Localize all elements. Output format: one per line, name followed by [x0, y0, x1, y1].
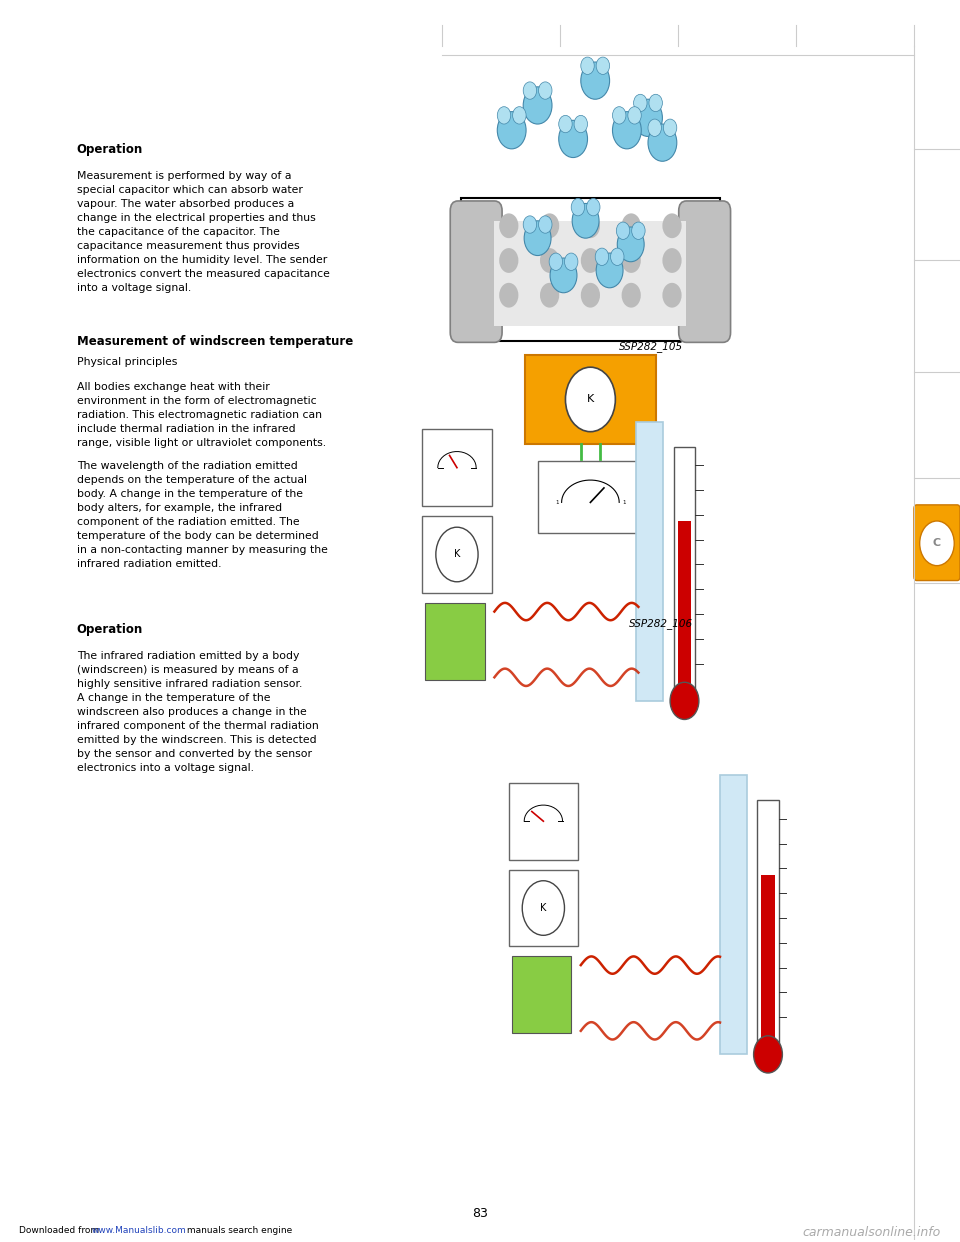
Bar	[757, 800, 779, 1054]
Circle shape	[540, 283, 559, 308]
Circle shape	[550, 258, 577, 293]
Circle shape	[571, 199, 585, 216]
Circle shape	[663, 119, 677, 137]
Circle shape	[621, 248, 641, 273]
Bar	[720, 775, 747, 1054]
Circle shape	[499, 283, 518, 308]
Circle shape	[523, 87, 552, 124]
Circle shape	[524, 221, 551, 256]
Circle shape	[634, 99, 662, 137]
Circle shape	[920, 520, 954, 565]
Text: K: K	[454, 549, 460, 559]
Circle shape	[662, 283, 682, 308]
Circle shape	[612, 112, 641, 149]
Bar	[512, 956, 571, 1033]
Circle shape	[523, 82, 537, 99]
Circle shape	[596, 253, 623, 288]
Bar	[461, 199, 720, 342]
Circle shape	[581, 248, 600, 273]
Circle shape	[648, 124, 677, 161]
Circle shape	[559, 116, 572, 133]
Circle shape	[581, 214, 600, 238]
Circle shape	[549, 253, 563, 271]
Text: Physical principles: Physical principles	[77, 358, 178, 368]
Bar	[425, 602, 485, 679]
FancyBboxPatch shape	[914, 505, 960, 580]
Circle shape	[522, 881, 564, 935]
Circle shape	[587, 199, 600, 216]
Text: Measurement of windscreen temperature: Measurement of windscreen temperature	[77, 335, 353, 348]
Circle shape	[612, 107, 626, 124]
Text: Operation: Operation	[77, 622, 143, 636]
Circle shape	[581, 62, 610, 99]
Circle shape	[523, 216, 537, 233]
Circle shape	[649, 94, 662, 112]
Text: 1: 1	[622, 499, 626, 505]
Circle shape	[621, 283, 641, 308]
Circle shape	[540, 248, 559, 273]
Circle shape	[634, 94, 647, 112]
Text: Downloaded from: Downloaded from	[19, 1226, 102, 1235]
Bar	[674, 447, 695, 700]
Text: www.Manualslib.com: www.Manualslib.com	[91, 1226, 186, 1235]
Text: SSP282_105: SSP282_105	[619, 342, 684, 351]
Circle shape	[572, 204, 599, 238]
Text: All bodies exchange heat with their
environment in the form of electromagnetic
r: All bodies exchange heat with their envi…	[77, 383, 326, 448]
Circle shape	[617, 227, 644, 262]
Circle shape	[497, 107, 511, 124]
Text: 83: 83	[472, 1207, 488, 1220]
Circle shape	[559, 120, 588, 158]
Bar	[422, 515, 492, 592]
Text: The infrared radiation emitted by a body
(windscreen) is measured by means of a
: The infrared radiation emitted by a body…	[77, 651, 319, 774]
Circle shape	[436, 527, 478, 581]
Circle shape	[611, 248, 624, 266]
Text: Operation: Operation	[77, 143, 143, 155]
Circle shape	[670, 682, 699, 719]
Circle shape	[628, 107, 641, 124]
Bar	[422, 430, 492, 505]
Circle shape	[754, 1036, 782, 1073]
Circle shape	[539, 82, 552, 99]
Circle shape	[581, 283, 600, 308]
Text: K: K	[587, 395, 594, 405]
Circle shape	[540, 214, 559, 238]
Circle shape	[616, 222, 630, 240]
Text: C: C	[933, 538, 941, 548]
Text: carmanualsonline.info: carmanualsonline.info	[803, 1226, 941, 1238]
Circle shape	[662, 248, 682, 273]
Text: 1: 1	[555, 499, 559, 505]
Text: Measurement is performed by way of a
special capacitor which can absorb water
va: Measurement is performed by way of a spe…	[77, 171, 329, 293]
Circle shape	[632, 222, 645, 240]
FancyBboxPatch shape	[679, 201, 731, 343]
Circle shape	[574, 116, 588, 133]
Text: K: K	[540, 903, 546, 913]
Bar	[761, 874, 775, 1054]
Circle shape	[513, 107, 526, 124]
Circle shape	[648, 119, 661, 137]
Text: manuals search engine: manuals search engine	[184, 1226, 293, 1235]
Circle shape	[539, 216, 552, 233]
Text: SSP282_106: SSP282_106	[629, 617, 693, 628]
Bar	[509, 869, 578, 946]
Text: The wavelength of the radiation emitted
depends on the temperature of the actual: The wavelength of the radiation emitted …	[77, 462, 327, 570]
Circle shape	[621, 214, 641, 238]
Circle shape	[596, 57, 610, 75]
Bar	[494, 221, 686, 327]
Bar	[538, 462, 643, 533]
Circle shape	[564, 253, 578, 271]
Circle shape	[497, 112, 526, 149]
Circle shape	[499, 214, 518, 238]
Bar	[678, 520, 691, 700]
Circle shape	[595, 248, 609, 266]
Circle shape	[581, 57, 594, 75]
Bar	[636, 422, 663, 700]
Bar	[509, 782, 578, 859]
Circle shape	[499, 248, 518, 273]
FancyBboxPatch shape	[450, 201, 502, 343]
Circle shape	[662, 214, 682, 238]
Bar	[525, 355, 656, 445]
Circle shape	[565, 368, 615, 432]
